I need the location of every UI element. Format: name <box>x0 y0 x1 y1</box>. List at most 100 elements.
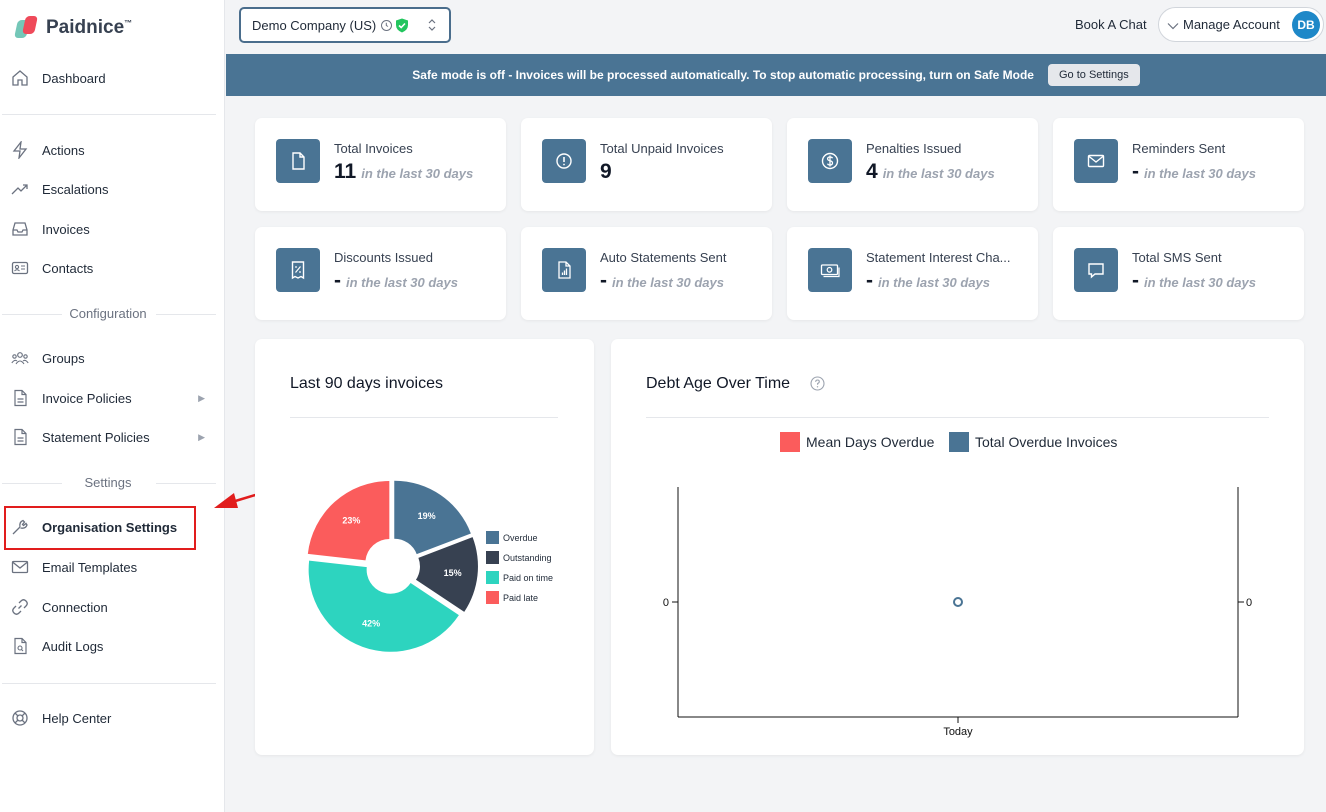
chevron-down-icon <box>1167 19 1179 31</box>
y-tick-label-right: 0 <box>1246 597 1252 609</box>
highlight-annotation-box <box>4 506 196 550</box>
trending-up-icon <box>10 179 30 199</box>
slice-outstanding[interactable] <box>415 537 478 612</box>
mail-icon <box>10 557 30 577</box>
section-configuration: Configuration <box>0 306 216 321</box>
legend-swatch <box>780 432 800 452</box>
stat-title: Total Invoices <box>334 141 413 156</box>
stat-value: - <box>1132 160 1139 183</box>
legend-label: Paid on time <box>503 572 554 583</box>
debt-age-panel: Debt Age Over Time Mean Days Overdue Tot… <box>611 339 1304 755</box>
safe-mode-banner: Safe mode is off - Invoices will be proc… <box>226 54 1326 96</box>
stat-subtitle: in the last 30 days <box>1144 166 1256 181</box>
pie-chart-title: Last 90 days invoices <box>290 375 443 392</box>
legend-paid-on-time: Paid on time <box>486 571 553 584</box>
sidebar-item-dashboard[interactable]: Dashboard <box>10 63 215 93</box>
y-tick-label-left: 0 <box>663 597 669 609</box>
brand-logo[interactable]: Paidnice™ <box>14 16 133 40</box>
sidebar-item-invoices[interactable]: Invoices <box>10 214 215 244</box>
mail-icon <box>1074 139 1118 183</box>
sidebar-item-connection[interactable]: Connection <box>10 592 215 622</box>
legend-swatch <box>486 591 499 604</box>
stat-subtitle: in the last 30 days <box>1144 275 1256 290</box>
legend-paid-late: Paid late <box>486 591 538 604</box>
stat-value: 11 <box>334 160 357 183</box>
sidebar-item-invoice-policies[interactable]: Invoice Policies ▶ <box>10 383 215 413</box>
manage-account-button[interactable]: Manage Account DB <box>1158 7 1324 42</box>
stat-subtitle: in the last 30 days <box>612 275 724 290</box>
stat-subtitle: in the last 30 days <box>361 166 474 181</box>
legend-swatch <box>486 571 499 584</box>
x-tick-label: Today <box>943 726 973 738</box>
stat-card-penalties-issued[interactable]: Penalties Issued 4 in the last 30 days <box>787 118 1038 211</box>
sidebar-item-label: Groups <box>42 350 85 366</box>
document-search-icon <box>10 636 30 656</box>
sidebar-item-contacts[interactable]: Contacts <box>10 253 215 283</box>
avatar[interactable]: DB <box>1292 11 1320 39</box>
sidebar-item-actions[interactable]: Actions <box>10 135 215 165</box>
percent-receipt-icon <box>276 248 320 292</box>
chat-bubble-icon <box>1074 248 1118 292</box>
stat-value: - <box>600 269 607 292</box>
sidebar-item-label: Audit Logs <box>42 638 104 654</box>
help-circle-icon[interactable] <box>810 376 825 396</box>
sidebar-item-organisation-settings[interactable]: Organisation Settings <box>10 512 215 542</box>
dollar-circle-icon <box>808 139 852 183</box>
data-point[interactable] <box>953 597 963 607</box>
stat-title: Total Unpaid Invoices <box>600 141 724 156</box>
alert-circle-icon <box>542 139 586 183</box>
inbox-icon <box>10 219 30 239</box>
sidebar-item-groups[interactable]: Groups <box>10 343 215 373</box>
brand-name: Paidnice™ <box>46 17 133 38</box>
sidebar-item-email-templates[interactable]: Email Templates <box>10 552 215 582</box>
wrench-icon <box>10 517 30 537</box>
sidebar-item-label: Actions <box>42 142 85 158</box>
stat-card-total-invoices[interactable]: Total Invoices 11 in the last 30 days <box>255 118 506 211</box>
legend-swatch <box>949 432 969 452</box>
legend-swatch <box>486 531 499 544</box>
sidebar-item-audit-logs[interactable]: Audit Logs <box>10 631 215 661</box>
pie-chart: 19% 15% 42% 23% <box>307 480 478 652</box>
book-chat-link[interactable]: Book A Chat <box>1075 17 1147 32</box>
stat-value: - <box>334 269 341 292</box>
document-icon <box>10 427 30 447</box>
slice-paid-late[interactable] <box>307 481 390 561</box>
slice-label: 15% <box>444 568 462 578</box>
sidebar-item-label: Invoice Policies <box>42 390 132 406</box>
sidebar-item-label: Dashboard <box>42 70 106 86</box>
legend-label: Mean Days Overdue <box>806 434 935 450</box>
stat-card-statement-interest-charged[interactable]: Statement Interest Cha... - in the last 3… <box>787 227 1038 320</box>
stat-card-reminders-sent[interactable]: Reminders Sent - in the last 30 days <box>1053 118 1304 211</box>
company-select[interactable]: Demo Company (US) <box>239 7 451 43</box>
slice-overdue[interactable] <box>394 480 471 555</box>
slice-paid-on-time[interactable] <box>308 560 459 652</box>
document-icon <box>276 139 320 183</box>
stat-card-discounts-issued[interactable]: Discounts Issued - in the last 30 days <box>255 227 506 320</box>
debt-age-chart: 0 0 Today <box>663 487 1252 738</box>
banner-message: Safe mode is off - Invoices will be proc… <box>412 68 1034 82</box>
stat-value: 9 <box>600 160 612 183</box>
sidebar: Paidnice™ Dashboard Actions Escalations … <box>0 0 225 812</box>
stat-card-total-sms-sent[interactable]: Total SMS Sent - in the last 30 days <box>1053 227 1304 320</box>
sidebar-item-escalations[interactable]: Escalations <box>10 174 215 204</box>
stat-card-total-unpaid-invoices[interactable]: Total Unpaid Invoices 9 <box>521 118 772 211</box>
sidebar-item-statement-policies[interactable]: Statement Policies ▶ <box>10 422 215 452</box>
sidebar-item-help-center[interactable]: Help Center <box>10 703 215 733</box>
caret-right-icon: ▶ <box>198 392 205 403</box>
legend-swatch <box>486 551 499 564</box>
stat-title: Auto Statements Sent <box>600 250 727 265</box>
document-icon <box>10 388 30 408</box>
go-to-settings-button[interactable]: Go to Settings <box>1047 64 1140 86</box>
chevron-up-down-icon <box>427 17 437 33</box>
clock-icon <box>381 19 393 31</box>
debt-age-title: Debt Age Over Time <box>646 375 791 392</box>
legend-label: Total Overdue Invoices <box>975 434 1118 450</box>
legend-total-overdue-invoices: Total Overdue Invoices <box>949 432 1117 452</box>
stat-title: Total SMS Sent <box>1132 250 1222 265</box>
company-name: Demo Company (US) <box>252 17 377 33</box>
caret-right-icon: ▶ <box>198 431 205 442</box>
sidebar-item-label: Connection <box>42 599 108 615</box>
stat-subtitle: in the last 30 days <box>346 275 458 290</box>
section-settings: Settings <box>0 475 216 490</box>
stat-card-auto-statements-sent[interactable]: Auto Statements Sent - in the last 30 day… <box>521 227 772 320</box>
